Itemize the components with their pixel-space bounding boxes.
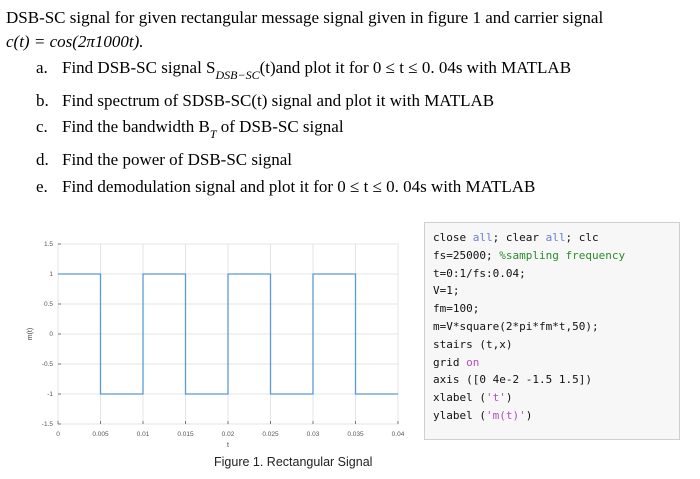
y-tick-label: -1.5 xyxy=(42,421,54,428)
code-token: axis ([0 4e-2 -1.5 1.5]) xyxy=(433,373,592,387)
code-token: ylabel ( xyxy=(433,408,486,422)
task-e: e. Find demodulation signal and plot it f… xyxy=(36,177,536,196)
y-tick-label: 0 xyxy=(49,331,53,338)
code-token: 't' xyxy=(485,391,506,405)
x-tick-label: 0.04 xyxy=(392,431,405,438)
code-token: ; clear xyxy=(492,231,546,244)
code-token: ) xyxy=(505,391,513,405)
task-a: a. Find DSB-SC signal SDSB−SC(t)and plot … xyxy=(36,58,572,82)
code-token: %sampling frequency xyxy=(499,248,626,262)
x-axis-label: t xyxy=(227,442,229,449)
x-tick-label: 0.02 xyxy=(222,431,235,438)
code-token: m=V*square(2*pi*fm*t,50); xyxy=(433,319,599,333)
problem-intro: DSB-SC signal for given rectangular mess… xyxy=(6,6,696,54)
code-token: grid xyxy=(433,355,467,369)
figure-caption: Figure 1. Rectangular Signal xyxy=(214,455,373,469)
code-line: stairs (t,x) xyxy=(433,336,671,354)
x-tick-label: 0.025 xyxy=(262,431,279,438)
task-c: c. Find the bandwidth BT of DSB-SC signal xyxy=(36,117,344,141)
code-token: V=1; xyxy=(433,284,460,298)
task-d: d. Find the power of DSB-SC signal xyxy=(36,150,292,169)
code-line: V=1; xyxy=(433,282,671,300)
intro-line-1: DSB-SC signal for given rectangular mess… xyxy=(6,8,604,27)
signal-series-line xyxy=(58,273,398,395)
code-token: stairs (t,x) xyxy=(433,337,513,351)
code-token: xlabel ( xyxy=(433,391,486,405)
x-tick-label: 0 xyxy=(56,431,60,438)
y-tick-label: 1 xyxy=(49,271,53,278)
code-line: axis ([0 4e-2 -1.5 1.5]) xyxy=(433,371,671,389)
code-token: ; clc xyxy=(565,231,599,244)
code-token: ) xyxy=(525,408,533,422)
code-line: grid on xyxy=(433,354,671,372)
code-token: all xyxy=(472,231,493,244)
code-line: t=0:1/fs:0.04; xyxy=(433,265,671,283)
code-token: fm=100; xyxy=(433,302,480,316)
code-line: ylabel ('m(t)') xyxy=(433,407,671,425)
x-tick-label: 0.005 xyxy=(92,431,109,438)
code-line: xlabel ('t') xyxy=(433,389,671,407)
code-line: fs=25000; %sampling frequency xyxy=(433,247,671,265)
code-line: fm=100; xyxy=(433,300,671,318)
code-token: t=0:1/fs:0.04; xyxy=(433,266,526,280)
carrier-equation: c(t) = cos(2π1000t). xyxy=(6,32,144,51)
code-token: close xyxy=(433,231,473,244)
x-tick-label: 0.03 xyxy=(307,431,320,438)
code-token: 'm(t)' xyxy=(485,408,526,422)
x-tick-label: 0.035 xyxy=(347,431,364,438)
y-tick-label: -1 xyxy=(47,391,53,398)
y-tick-label: 0.5 xyxy=(44,301,53,308)
y-tick-label: -0.5 xyxy=(42,361,54,368)
code-token: all xyxy=(545,231,566,244)
y-axis-label: m(t) xyxy=(27,328,34,340)
x-tick-label: 0.01 xyxy=(137,431,150,438)
code-token: on xyxy=(466,355,480,369)
code-token: fs=25000; xyxy=(433,248,500,262)
y-tick-label: 1.5 xyxy=(44,241,53,248)
rectangular-signal-chart: 0 0.005 0.01 0.015 0.02 0.025 0.03 0.035 0.04 -1.… xyxy=(27,241,405,449)
x-tick-label: 0.015 xyxy=(177,431,194,438)
code-line: close all; clear all; clc xyxy=(433,229,671,247)
task-b: b. Find spectrum of SDSB-SC(t) signal and… xyxy=(36,91,495,110)
code-lines: close all; clear all; clc fs=25000; %samp… xyxy=(433,229,671,425)
matlab-code-box: close all; clear all; clc fs=25000; %samp… xyxy=(424,222,680,440)
code-line: m=V*square(2*pi*fm*t,50); xyxy=(433,318,671,336)
